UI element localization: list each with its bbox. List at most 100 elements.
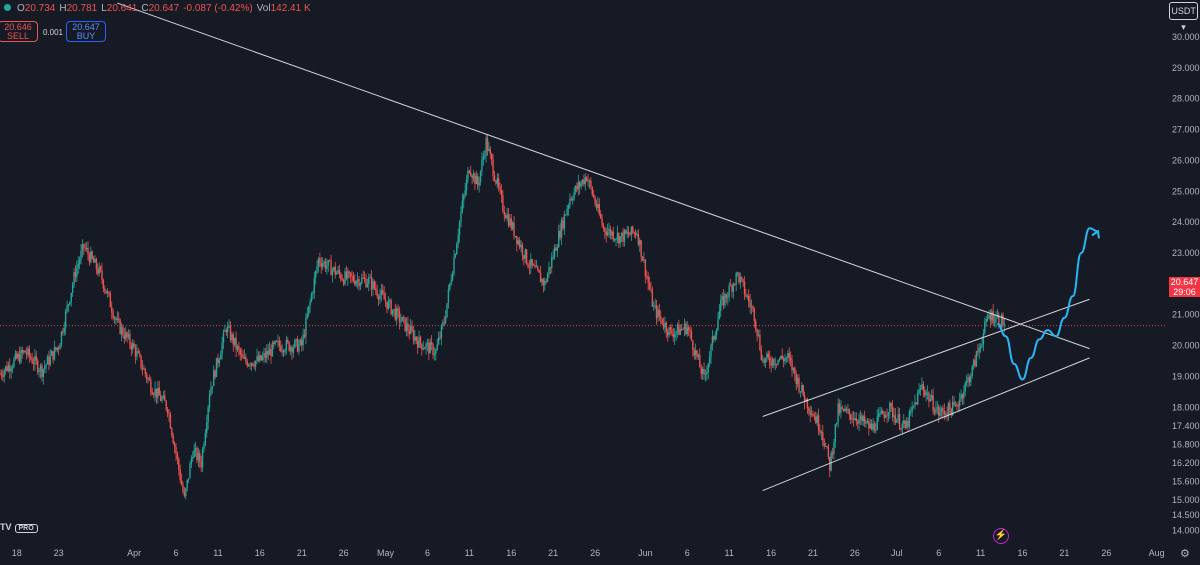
candle-body xyxy=(59,344,61,350)
candle-body xyxy=(583,179,585,185)
candle-body xyxy=(809,410,811,415)
candle-body xyxy=(693,350,695,356)
candle-body xyxy=(675,331,677,334)
candle-body xyxy=(801,385,803,392)
candle-body xyxy=(375,288,377,291)
candle-body xyxy=(714,334,716,340)
candle-body xyxy=(414,336,416,341)
candle-body xyxy=(408,330,410,334)
candle-body xyxy=(83,244,85,248)
candle-body xyxy=(768,357,771,364)
candle-body xyxy=(504,215,507,219)
candle-body xyxy=(266,351,268,358)
candle-body xyxy=(551,257,553,268)
candle-body xyxy=(461,200,464,212)
sell-button[interactable]: 20.646 SELL xyxy=(0,21,38,42)
lightning-icon[interactable]: ⚡ xyxy=(993,528,1009,544)
candle-body xyxy=(890,402,892,407)
candle-body xyxy=(225,330,227,333)
candle-body xyxy=(313,277,315,293)
candle-body xyxy=(718,311,721,320)
candle-body xyxy=(214,370,216,377)
currency-selector[interactable]: USDT ▾ xyxy=(1169,2,1198,32)
candle-body xyxy=(439,337,441,339)
candle-body xyxy=(310,294,313,302)
y-tick-label: 26.000 xyxy=(1172,155,1200,165)
y-tick-label: 19.000 xyxy=(1172,371,1200,381)
x-tick-label: 11 xyxy=(465,548,474,558)
candle-body xyxy=(697,355,700,357)
candle-body xyxy=(363,278,366,280)
candle-body xyxy=(907,421,909,427)
candle-body xyxy=(24,350,26,353)
candle-body xyxy=(699,355,701,368)
candle-body xyxy=(775,363,778,365)
candle-body xyxy=(158,387,160,396)
candle-body xyxy=(53,347,56,360)
candle-body xyxy=(738,272,740,283)
candle-body xyxy=(841,407,844,409)
candle-body xyxy=(91,251,93,259)
candle-body xyxy=(535,266,538,268)
candle-body xyxy=(393,308,395,310)
candle-body xyxy=(637,234,640,245)
candle-body xyxy=(78,260,81,264)
candle-body xyxy=(581,179,584,184)
sell-label: SELL xyxy=(6,31,30,41)
candle-body xyxy=(351,276,353,278)
candle-body xyxy=(137,351,139,353)
candle-body xyxy=(245,356,247,362)
candle-body xyxy=(974,359,976,366)
candle-body xyxy=(827,446,830,457)
candle-body xyxy=(929,399,932,402)
candle-body xyxy=(611,231,613,236)
candle-body xyxy=(133,343,135,348)
candle-body xyxy=(104,288,106,291)
y-tick-label: 17.400 xyxy=(1172,421,1200,431)
candle-body xyxy=(10,368,12,372)
buy-button[interactable]: 20.647 BUY xyxy=(66,21,106,42)
candle-body xyxy=(362,277,364,279)
candle-body xyxy=(323,261,325,264)
candle-body xyxy=(144,368,146,374)
settings-icon[interactable]: ⚙ xyxy=(1180,548,1190,560)
candle-body xyxy=(658,309,661,317)
candle-body xyxy=(931,395,933,400)
candle-body xyxy=(317,258,320,267)
candle-body xyxy=(179,469,181,481)
candle-body xyxy=(960,394,962,400)
candle-body xyxy=(320,263,322,267)
candle-body xyxy=(943,410,945,415)
candle-body xyxy=(919,388,922,390)
candle-body xyxy=(440,325,443,338)
candle-body xyxy=(592,194,595,198)
candle-body xyxy=(877,413,880,418)
candle-body xyxy=(836,422,838,425)
candle-body xyxy=(541,279,543,283)
candle-body xyxy=(516,236,518,244)
candle-body xyxy=(622,232,624,242)
candle-body xyxy=(63,327,65,333)
candle-body xyxy=(595,203,598,208)
candle-body xyxy=(632,226,634,233)
candle-body xyxy=(132,343,134,350)
candle-body xyxy=(282,350,285,353)
candle-body xyxy=(70,292,72,302)
candle-body xyxy=(486,137,489,151)
candle-body xyxy=(289,346,292,351)
candle-body xyxy=(549,267,552,269)
candle-body xyxy=(854,418,856,421)
candle-body xyxy=(18,353,21,363)
candle-body xyxy=(240,354,243,356)
candle-body xyxy=(140,355,142,368)
candle-body xyxy=(685,323,687,335)
candle-body xyxy=(261,356,264,360)
candle-body xyxy=(119,319,121,334)
candle-body xyxy=(953,401,955,405)
x-tick-label: Aug xyxy=(1149,548,1165,558)
candle-body xyxy=(682,329,684,331)
candle-body xyxy=(822,432,824,440)
y-tick-label: 25.000 xyxy=(1172,186,1200,196)
candle-body xyxy=(651,289,654,307)
